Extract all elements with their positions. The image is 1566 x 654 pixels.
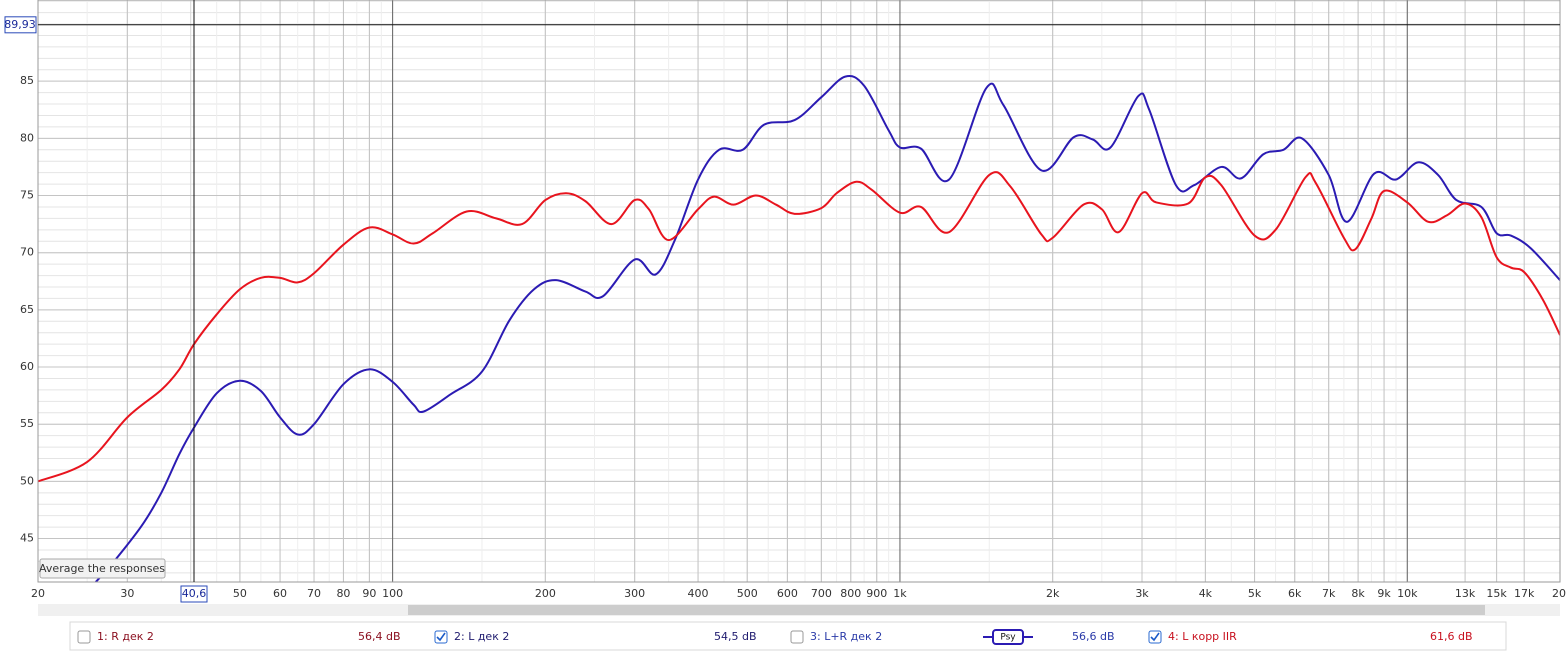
x-tick-label: 500 [737, 587, 758, 600]
x-tick-label: 2k [1046, 587, 1060, 600]
legend-label: 2: L дек 2 [454, 630, 509, 643]
plot-area [38, 74, 1560, 582]
cursor-y-label: 89,93 [4, 18, 36, 31]
y-tick-label: 60 [20, 360, 34, 373]
y-tick-label: 85 [20, 74, 34, 87]
x-tick-label: 700 [811, 587, 832, 600]
x-tick-label: 10k [1397, 587, 1418, 600]
x-tick-label: 5k [1248, 587, 1262, 600]
legend-level: 54,5 dB [714, 630, 757, 643]
plot-frame [37, 0, 1561, 583]
legend-entry[interactable]: 1: R дек 2 56,4 dB [77, 630, 401, 644]
x-tick-label: 800 [840, 587, 861, 600]
y-tick-label: 80 [20, 131, 34, 144]
x-tick-label: 17k [1514, 587, 1535, 600]
x-tick-label: 4k [1199, 587, 1213, 600]
x-tick-label: 13k [1455, 587, 1476, 600]
x-tick-label: 900 [866, 587, 887, 600]
y-tick-label: 70 [20, 246, 34, 259]
x-tick-label: 30 [120, 587, 134, 600]
x-tick-label: 7k [1322, 587, 1336, 600]
series-line [95, 74, 1560, 582]
x-tick-label: 1k [893, 587, 907, 600]
legend-level: 56,4 dB [358, 630, 401, 643]
x-tick-label: 400 [688, 587, 709, 600]
checkbox[interactable] [1148, 630, 1162, 644]
legend-bar [69, 621, 1507, 651]
x-tick-label: 60 [273, 587, 287, 600]
y-tick-label: 55 [20, 417, 34, 430]
checkbox[interactable] [434, 630, 448, 644]
legend-entry[interactable]: 4: L корр IIRPsy61,6 dB [1148, 630, 1566, 644]
x-tick-label: 70 [307, 587, 321, 600]
psy-button[interactable] [992, 629, 1024, 645]
legend-entry[interactable]: 3: L+R дек 2 56,6 dB [790, 630, 1115, 644]
scrollbar-thumb[interactable] [408, 605, 1485, 615]
psy-label[interactable]: Psy [1000, 633, 1016, 643]
x-tick-label: 6k [1288, 587, 1302, 600]
x-tick-label: 3k [1135, 587, 1149, 600]
average-button[interactable]: Average the responses [39, 558, 166, 579]
y-tick-label: 65 [20, 303, 34, 316]
y-tick-label: 45 [20, 532, 34, 545]
y-tick-label: 50 [20, 474, 34, 487]
legend-label: 4: L корр IIR [1168, 630, 1237, 643]
cursor-x-label: 40,6 [182, 587, 207, 600]
x-tick-label: 8k [1351, 587, 1365, 600]
x-tick-label: 600 [777, 587, 798, 600]
checkbox[interactable] [77, 630, 91, 644]
x-tick-label: 50 [233, 587, 247, 600]
legend-level: 61,6 dB [1430, 630, 1473, 643]
x-tick-label: 15k [1486, 587, 1507, 600]
button-frame[interactable] [39, 558, 166, 579]
checkbox[interactable] [790, 630, 804, 644]
legend-level: 56,6 dB [1072, 630, 1115, 643]
legend-entry[interactable]: 2: L дек 2 Psy 54,5 dB [434, 629, 1033, 645]
button-label[interactable]: Average the responses [39, 562, 165, 575]
checkmark[interactable] [436, 632, 446, 642]
checkmark[interactable] [1150, 632, 1160, 642]
x-tick-label: 80 [336, 587, 350, 600]
legend-label: 1: R дек 2 [97, 630, 154, 643]
x-tick-label: 200 [535, 587, 556, 600]
x-tick-label: 100 [382, 587, 403, 600]
x-tick-label: 20 [31, 587, 45, 600]
x-tick-label: 90 [362, 587, 376, 600]
x-tick-label: 20kHz [1552, 587, 1566, 600]
x-tick-label: 300 [624, 587, 645, 600]
cursor-y-box [4, 16, 37, 34]
x-tick-label: 9k [1377, 587, 1391, 600]
cursor-x-box [180, 585, 208, 603]
grid [37, 0, 1561, 582]
series-line [38, 171, 1560, 483]
legend-label: 3: L+R дек 2 [810, 630, 882, 643]
y-tick-label: 75 [20, 189, 34, 202]
